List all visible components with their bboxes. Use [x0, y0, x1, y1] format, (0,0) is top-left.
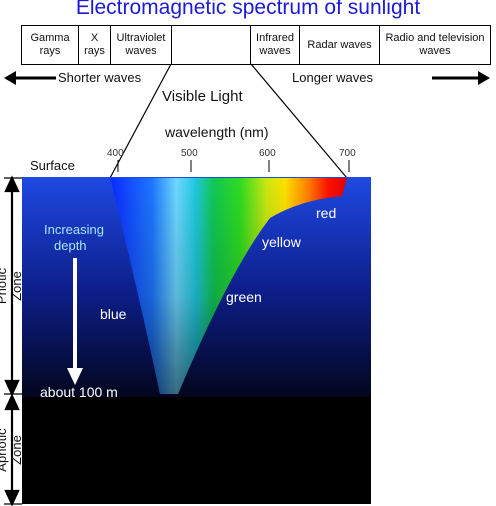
increasing-depth-label: Increasing	[44, 222, 104, 237]
band-visible	[171, 25, 251, 65]
longer-waves-label: Longer waves	[292, 70, 373, 85]
aphotic-water	[22, 397, 371, 504]
tick-label: 600	[259, 148, 276, 159]
aphotic-zone-label: AphoticZone	[0, 428, 24, 472]
diagram-title: Electromagnetic spectrum of sunlight	[75, 0, 421, 19]
band-infrared: Infrared waves	[250, 25, 300, 65]
photic-zone-bracket	[4, 175, 22, 397]
increasing-depth-arrow	[67, 258, 83, 385]
wavelength-ticks	[117, 160, 350, 172]
surface-label: Surface	[30, 158, 75, 173]
projection-line-left	[109, 63, 172, 179]
color-label-red: red	[316, 205, 337, 221]
wavelength-axis-label: wavelength (nm)	[165, 124, 269, 140]
tick-label: 400	[107, 148, 124, 159]
projection-line-right	[250, 63, 348, 179]
longer-waves-arrow	[432, 71, 490, 85]
depth-marker-label: about 100 m	[40, 384, 118, 400]
shorter-waves-label: Shorter waves	[58, 70, 142, 85]
color-label-green: green	[226, 289, 262, 305]
color-label-blue: blue	[100, 306, 127, 322]
tick-label: 500	[181, 148, 198, 159]
shorter-waves-arrow	[4, 71, 56, 85]
color-label-yellow: yellow	[262, 234, 301, 250]
aphotic-zone-bracket	[4, 393, 22, 506]
visible-light-label: Visible Light	[162, 88, 243, 105]
band-radio: Radio and television waves	[379, 25, 491, 65]
tick-label: 700	[339, 148, 356, 159]
photic-zone-label: PhoticZone	[0, 267, 24, 304]
depth-label: depth	[54, 238, 87, 253]
band-ultraviolet: Ultraviolet waves	[110, 25, 172, 65]
